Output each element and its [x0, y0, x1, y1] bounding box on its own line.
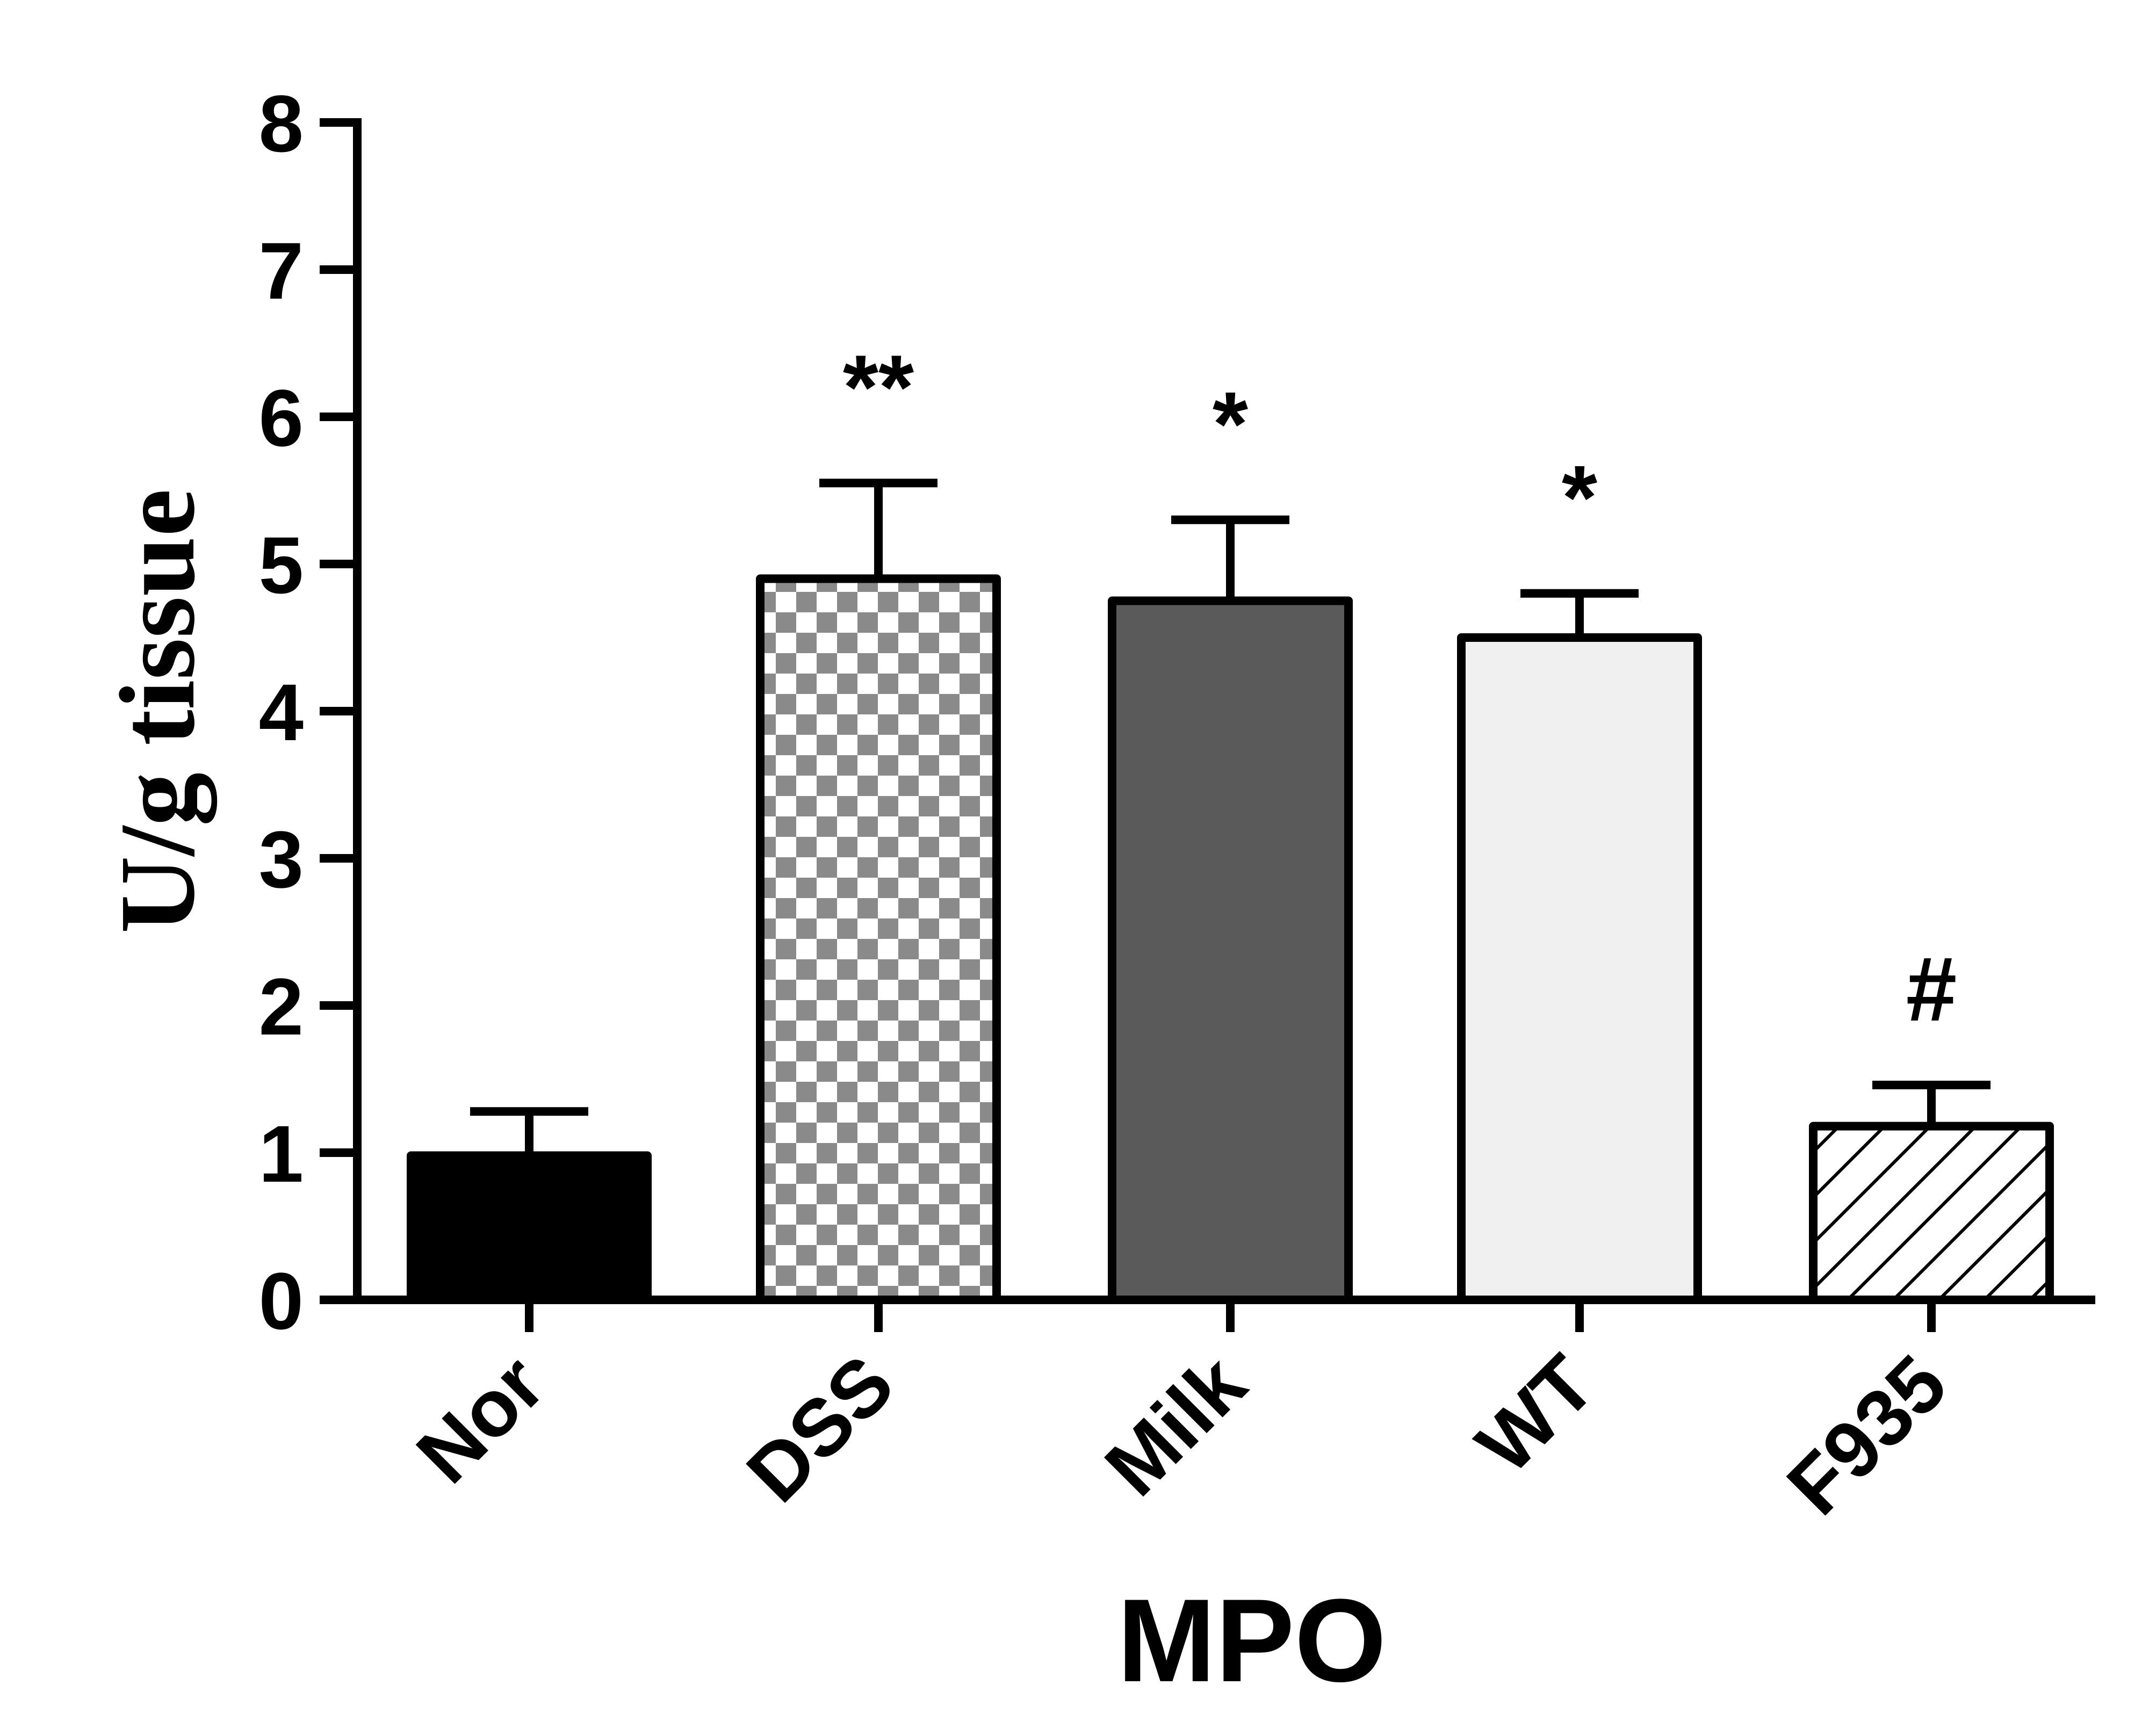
y-tick-label-5: 5 — [259, 520, 304, 610]
category-label-nor: Nor — [399, 1338, 561, 1500]
bar-f935 — [1809, 1122, 2054, 1304]
significance-mark-f935: # — [1906, 938, 1957, 1040]
significance-mark-wt: * — [1562, 447, 1597, 549]
x-axis-title: MPO — [1117, 1574, 1386, 1706]
y-tick-label-0: 0 — [259, 1256, 304, 1346]
bar-dss — [756, 574, 1001, 1304]
significance-mark-dss: ** — [843, 336, 914, 438]
y-tick-label-3: 3 — [259, 814, 304, 905]
category-label-wt: WT — [1459, 1338, 1612, 1491]
category-label-f935: F935 — [1770, 1338, 1964, 1532]
category-label-milk: Milk — [1088, 1338, 1263, 1513]
y-tick-label-7: 7 — [259, 226, 304, 316]
y-tick-label-8: 8 — [259, 78, 304, 169]
y-tick-label-6: 6 — [259, 373, 304, 463]
bar-wt — [1457, 633, 1702, 1304]
bar-nor — [407, 1151, 652, 1304]
category-label-dss: DSS — [730, 1338, 911, 1519]
y-tick-label-4: 4 — [259, 667, 304, 757]
y-tick-label-1: 1 — [259, 1109, 304, 1199]
bar-milk — [1108, 596, 1353, 1304]
y-tick-label-2: 2 — [259, 961, 304, 1052]
y-axis-title: U/g tissue — [98, 489, 217, 934]
significance-mark-milk: * — [1213, 373, 1248, 475]
